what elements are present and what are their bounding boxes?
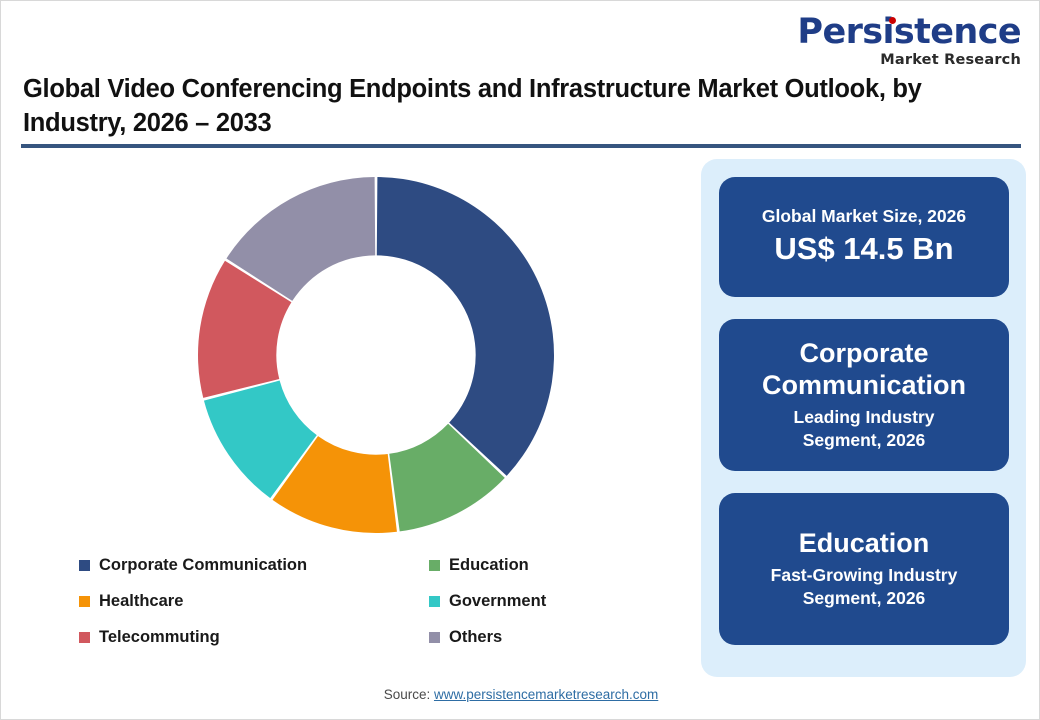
legend-swatch-icon <box>429 631 440 643</box>
chart-legend: Corporate Communication Education Health… <box>79 547 679 655</box>
donut-slice-corporate-communication <box>376 177 555 476</box>
donut-slice-healthcare <box>272 436 397 533</box>
legend-item-corporate-communication: Corporate Communication <box>79 556 429 575</box>
logo-tagline: Market Research <box>880 52 1021 68</box>
title-divider <box>21 144 1021 148</box>
legend-item-others: Others <box>429 628 679 647</box>
red-dot-icon <box>889 17 896 24</box>
source-prefix: Source: <box>383 687 434 702</box>
highlights-panel: Global Market Size, 2026 US$ 14.5 Bn Cor… <box>701 159 1026 677</box>
fast-growing-caption-line2: Segment, 2026 <box>802 587 926 608</box>
logo-wordmark: Persistence <box>797 12 1021 52</box>
company-logo: Persistence Market Research <box>793 15 1021 68</box>
legend-label: Government <box>449 591 547 610</box>
fast-growing-segment-name: Education <box>798 528 930 559</box>
source-link[interactable]: www.persistencemarketresearch.com <box>433 687 659 702</box>
legend-item-government: Government <box>429 592 679 611</box>
donut-slice-telecommuting <box>198 260 292 398</box>
legend-label: Corporate Communication <box>99 555 308 574</box>
legend-item-healthcare: Healthcare <box>79 592 429 611</box>
leading-segment-card: Corporate Communication Leading Industry… <box>719 319 1009 471</box>
legend-label: Education <box>449 555 529 574</box>
market-size-card: Global Market Size, 2026 US$ 14.5 Bn <box>719 177 1009 297</box>
donut-chart <box>161 161 591 551</box>
market-size-value: US$ 14.5 Bn <box>774 231 954 267</box>
legend-swatch-icon <box>79 631 90 643</box>
donut-slice-government <box>203 380 317 499</box>
fast-growing-segment-card: Education Fast-Growing Industry Segment,… <box>719 493 1009 645</box>
donut-chart-svg <box>198 177 555 533</box>
legend-swatch-icon <box>429 559 440 571</box>
source-footer: Source: www.persistencemarketresearch.co… <box>1 687 1040 702</box>
legend-item-telecommuting: Telecommuting <box>79 628 429 647</box>
market-size-label: Global Market Size, 2026 <box>761 206 967 227</box>
fast-growing-caption-line1: Fast-Growing Industry <box>770 565 958 586</box>
legend-label: Telecommuting <box>99 627 220 646</box>
legend-label: Healthcare <box>99 591 184 610</box>
legend-item-education: Education <box>429 556 679 575</box>
donut-slices <box>198 177 555 533</box>
donut-slice-others <box>226 177 376 301</box>
leading-segment-name: Corporate Communication <box>761 338 966 401</box>
leading-segment-caption-line1: Leading Industry <box>793 407 935 428</box>
leading-segment-caption-line2: Segment, 2026 <box>802 429 926 450</box>
legend-swatch-icon <box>79 595 90 607</box>
legend-label: Others <box>449 627 503 646</box>
page-title: Global Video Conferencing Endpoints and … <box>23 75 922 137</box>
donut-slice-education <box>389 423 505 532</box>
legend-swatch-icon <box>429 595 440 607</box>
legend-swatch-icon <box>79 559 90 571</box>
